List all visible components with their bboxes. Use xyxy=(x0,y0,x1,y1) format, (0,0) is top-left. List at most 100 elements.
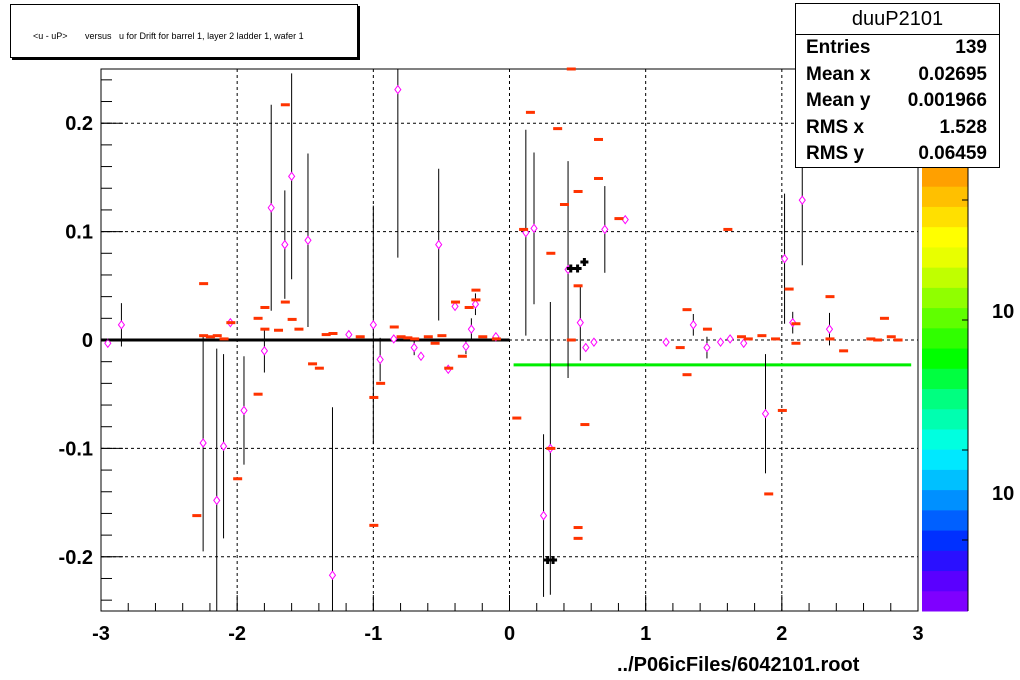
y-tick-label: -0.2 xyxy=(59,547,93,569)
stat-value: 1.528 xyxy=(939,117,987,138)
black-markers xyxy=(543,257,589,565)
bin-markers xyxy=(192,67,903,540)
bin-marker xyxy=(825,295,835,299)
stat-mean-x: Mean x 0.02695 xyxy=(806,64,987,90)
y-tick-label: 0.2 xyxy=(65,113,93,135)
footer-filename: ../P06icFiles/6042101.root xyxy=(617,654,860,676)
bin-marker xyxy=(764,492,774,496)
profile-point xyxy=(576,317,584,328)
bin-marker xyxy=(233,477,243,481)
profile-point xyxy=(798,195,806,205)
stat-label: Mean y xyxy=(806,90,871,111)
profile-point xyxy=(462,341,470,352)
color-scale-band xyxy=(922,550,968,572)
fit-lines xyxy=(101,338,912,367)
color-scale-band xyxy=(922,226,968,248)
stat-label: RMS x xyxy=(806,117,865,138)
profile-point xyxy=(451,301,459,312)
bin-marker xyxy=(355,335,365,339)
x-tick-label: 3 xyxy=(912,623,923,645)
profile-point xyxy=(219,441,228,452)
axes: -3 -2 -1 0 1 2 3 -0.2 -0.1 0 0.1 0.2 xyxy=(59,79,924,645)
bin-marker xyxy=(777,408,787,412)
color-scale-band xyxy=(922,166,968,187)
bin-marker xyxy=(553,127,563,131)
profile-point xyxy=(260,346,269,356)
black-marker xyxy=(566,264,575,273)
bin-marker xyxy=(675,346,685,350)
bin-marker xyxy=(757,334,767,338)
color-scale xyxy=(922,166,969,612)
profile-point xyxy=(740,338,748,349)
profile-point xyxy=(601,224,609,235)
bin-marker xyxy=(866,337,876,341)
black-marker xyxy=(580,257,589,266)
bin-marker xyxy=(723,227,733,231)
profile-point xyxy=(726,334,734,344)
profile-point xyxy=(328,570,337,581)
bin-marker xyxy=(219,337,229,341)
color-scale-band xyxy=(922,186,968,207)
title-box: <u - uP> versus u for Drift for barrel 1… xyxy=(10,4,358,58)
color-scale-band xyxy=(922,489,968,511)
color-scale-band xyxy=(922,348,968,369)
y-tick-label: 0 xyxy=(82,330,93,352)
bin-marker xyxy=(519,227,529,231)
bin-marker xyxy=(702,327,712,331)
stat-value: 0.02695 xyxy=(918,64,987,85)
bin-marker xyxy=(464,305,474,309)
stat-value: 0.06459 xyxy=(918,143,987,164)
bin-marker xyxy=(328,331,338,335)
bin-marker xyxy=(573,284,583,288)
bin-marker xyxy=(396,335,406,339)
bin-marker xyxy=(573,189,583,193)
color-scale-band xyxy=(922,530,968,551)
profile-point xyxy=(394,84,402,95)
profile-point xyxy=(417,351,425,362)
bin-marker xyxy=(566,338,576,342)
stat-value: 0.001966 xyxy=(907,90,987,111)
bin-marker xyxy=(199,334,209,338)
bin-marker xyxy=(879,316,889,320)
bin-marker xyxy=(192,514,202,518)
x-tick-label: 1 xyxy=(640,623,651,645)
profile-point xyxy=(582,342,590,353)
bin-marker xyxy=(736,335,746,339)
bin-marker xyxy=(825,337,835,341)
profile-point xyxy=(369,319,377,330)
bin-marker xyxy=(389,325,399,329)
bin-marker xyxy=(771,337,781,341)
stat-mean-y: Mean y 0.001966 xyxy=(806,90,987,116)
bin-marker xyxy=(444,366,454,370)
bin-marker xyxy=(471,298,481,302)
profile-point xyxy=(281,239,289,250)
bin-marker xyxy=(559,203,569,206)
bin-marker xyxy=(546,251,556,255)
color-scale-band xyxy=(922,428,968,450)
bin-marker xyxy=(594,137,604,141)
color-scale-band xyxy=(922,590,968,612)
stat-label: Entries xyxy=(806,37,871,58)
bin-marker xyxy=(410,337,420,341)
profile-point xyxy=(716,337,725,348)
color-scale-band xyxy=(922,469,968,491)
bin-marker xyxy=(212,334,222,338)
bin-marker xyxy=(457,354,467,358)
bin-marker xyxy=(784,287,794,291)
bin-marker xyxy=(253,392,263,396)
bin-marker xyxy=(226,321,236,325)
color-scale-band xyxy=(922,570,968,592)
bin-marker xyxy=(886,335,896,339)
profile-point xyxy=(780,253,789,264)
color-scale-band xyxy=(922,206,968,228)
stat-rms-x: RMS x 1.528 xyxy=(806,117,987,143)
bin-marker xyxy=(682,308,692,312)
x-tick-label: -1 xyxy=(364,623,382,645)
profile-point xyxy=(240,405,248,416)
stats-name: duuP2101 xyxy=(796,8,999,35)
bin-marker xyxy=(893,338,903,342)
color-scale-band xyxy=(922,287,968,309)
bin-marker xyxy=(274,328,284,332)
bin-marker xyxy=(791,322,801,326)
